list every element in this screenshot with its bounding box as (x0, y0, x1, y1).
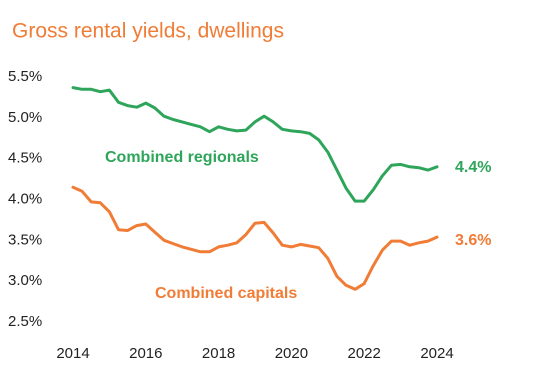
series-line (71, 86, 439, 203)
y-tick-label: 3.0% (8, 272, 42, 289)
x-tick-label: 2014 (56, 345, 89, 362)
series-label: Combined capitals (155, 285, 297, 302)
y-tick-label: 4.5% (8, 150, 42, 167)
end-value-label: 3.6% (455, 232, 491, 249)
y-tick-label: 4.0% (8, 190, 42, 207)
series-label: Combined regionals (105, 149, 259, 166)
x-tick-label: 2018 (202, 345, 235, 362)
x-tick-label: 2020 (275, 345, 308, 362)
series-line (71, 185, 439, 291)
y-tick-label: 5.5% (8, 68, 42, 85)
x-tick-label: 2022 (348, 345, 381, 362)
chart-title: Gross rental yields, dwellings (12, 20, 284, 43)
y-tick-label: 3.5% (8, 231, 42, 248)
x-tick-label: 2016 (129, 345, 162, 362)
x-tick-label: 2024 (420, 345, 453, 362)
y-tick-label: 5.0% (8, 109, 42, 126)
y-tick-label: 2.5% (8, 313, 42, 330)
end-value-label: 4.4% (455, 159, 491, 176)
